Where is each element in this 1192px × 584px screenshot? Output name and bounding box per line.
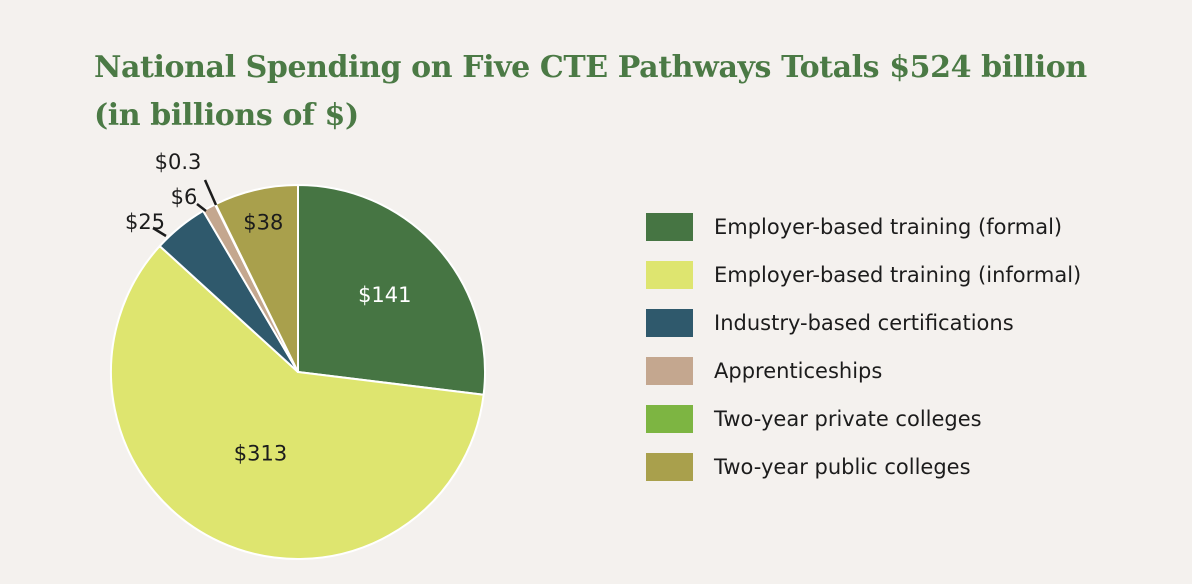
legend-item-employer-based-training-informal: Employer-based training (informal) <box>646 251 1081 299</box>
legend-label: Employer-based training (formal) <box>714 215 1063 239</box>
legend-swatch <box>646 405 693 433</box>
legend-swatch <box>646 213 693 241</box>
legend-label: Two-year private colleges <box>714 407 982 431</box>
chart-title: National Spending on Five CTE Pathways T… <box>94 44 1087 140</box>
chart-legend: Employer-based training (formal) Employer… <box>646 203 1081 491</box>
pie-slice-employer-based-training-informal <box>110 245 485 560</box>
legend-label: Two-year public colleges <box>714 455 971 479</box>
legend-item-employer-based-training-formal: Employer-based training (formal) <box>646 203 1081 251</box>
leader-line-apprenticeships <box>196 203 207 212</box>
legend-swatch <box>646 357 693 385</box>
legend-item-apprenticeships: Apprenticeships <box>646 347 1081 395</box>
legend-swatch <box>646 309 693 337</box>
chart-title-text: National Spending on Five CTE Pathways T… <box>94 50 1087 85</box>
data-label-employer-based-training-informal: $313 <box>234 442 287 466</box>
data-label-apprenticeships: $6 <box>171 185 198 209</box>
leader-line-two-year-private-colleges <box>203 179 218 206</box>
data-label-two-year-private-colleges: $0.3 <box>155 150 202 174</box>
data-label-two-year-public-colleges: $38 <box>243 211 283 235</box>
legend-label: Employer-based training (informal) <box>714 263 1082 287</box>
data-label-employer-based-training-formal: $141 <box>358 283 411 307</box>
legend-item-two-year-private-colleges: Two-year private colleges <box>646 395 1081 443</box>
legend-item-two-year-public-colleges: Two-year public colleges <box>646 443 1081 491</box>
chart-subtitle: (in billions of $) <box>94 98 359 133</box>
legend-swatch <box>646 453 693 481</box>
leader-line-industry-based-certifications <box>152 226 167 238</box>
pie-chart: $141 $313 $25$6 $0.3 $38 <box>110 150 487 560</box>
legend-item-industry-based-certifications: Industry-based certifications <box>646 299 1081 347</box>
pie-slice-employer-based-training-formal <box>297 184 487 396</box>
legend-label: Apprenticeships <box>714 359 883 383</box>
legend-swatch <box>646 261 693 289</box>
legend-label: Industry-based certifications <box>714 311 1014 335</box>
data-label-industry-based-certifications: $25 <box>125 210 165 234</box>
